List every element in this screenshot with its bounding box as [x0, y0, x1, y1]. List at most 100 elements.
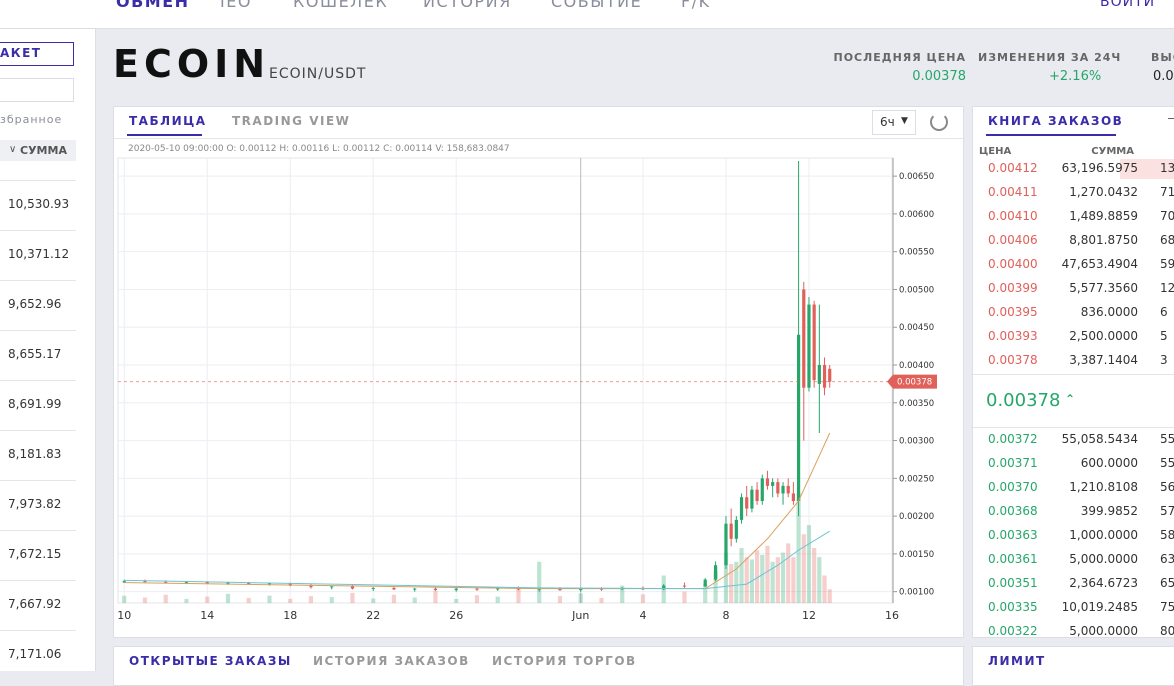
- moving-average: [124, 530, 830, 590]
- order-amount[interactable]: 5,000.0000: [1069, 624, 1138, 638]
- stat-value: +2.16%: [1049, 69, 1102, 84]
- order-amount[interactable]: 2,500.0000: [1069, 329, 1138, 343]
- market-tab[interactable]: [0, 42, 74, 66]
- order-price[interactable]: 0.00361: [988, 552, 1038, 566]
- market-value[interactable]: 8,655.17: [8, 347, 62, 361]
- market-tab-label[interactable]: АКЕТ: [0, 46, 42, 60]
- order-book-title[interactable]: КНИГА ЗАКАЗОВ: [988, 114, 1124, 128]
- order-total[interactable]: 56: [1160, 480, 1174, 494]
- order-total[interactable]: 70: [1160, 209, 1174, 223]
- order-total[interactable]: 6: [1160, 305, 1168, 319]
- limit-tab[interactable]: ЛИМИТ: [988, 654, 1046, 668]
- candle-body: [226, 582, 230, 584]
- order-amount[interactable]: 1,489.8859: [1069, 209, 1138, 223]
- order-amount[interactable]: 5,577.3560: [1069, 281, 1138, 295]
- order-price[interactable]: 0.00372: [988, 432, 1038, 446]
- tab-underline: [986, 134, 1116, 136]
- order-amount[interactable]: 63,196.5975: [1061, 161, 1138, 175]
- interval-label[interactable]: 6ч: [880, 115, 895, 129]
- collapse-icon[interactable]: [1168, 118, 1174, 119]
- column-header-label[interactable]: СУММА: [20, 144, 67, 157]
- order-total[interactable]: 63: [1160, 552, 1174, 566]
- order-amount[interactable]: 2,364.6723: [1069, 576, 1138, 590]
- order-amount[interactable]: 1,210.8108: [1069, 480, 1138, 494]
- bottom-tab[interactable]: ИСТОРИЯ ТОРГОВ: [492, 654, 637, 668]
- candle-body: [682, 585, 687, 587]
- order-total[interactable]: 58: [1160, 528, 1174, 542]
- order-amount[interactable]: 47,653.4904: [1061, 257, 1138, 271]
- order-total[interactable]: 134: [1160, 161, 1174, 175]
- volume-bar: [329, 597, 334, 603]
- market-value[interactable]: 8,181.83: [8, 447, 62, 461]
- order-amount[interactable]: 1,270.0432: [1069, 185, 1138, 199]
- order-amount[interactable]: 399.9852: [1080, 504, 1138, 518]
- order-total[interactable]: 55: [1160, 432, 1174, 446]
- order-price[interactable]: 0.00378: [988, 353, 1038, 367]
- market-value[interactable]: 10,530.93: [8, 197, 70, 211]
- volume-bar: [817, 557, 822, 603]
- x-tick-label: 4: [639, 609, 646, 622]
- tab-active[interactable]: ТАБЛИЦА: [129, 114, 207, 128]
- tab[interactable]: TRADING VIEW: [232, 114, 351, 128]
- refresh-icon[interactable]: [930, 113, 948, 131]
- market-value[interactable]: 7,667.92: [8, 597, 62, 611]
- candle-body: [475, 588, 479, 590]
- nav-item[interactable]: ОБМЕН: [116, 0, 190, 11]
- order-price[interactable]: 0.00406: [988, 233, 1038, 247]
- order-amount[interactable]: 836.0000: [1080, 305, 1138, 319]
- market-value[interactable]: 9,652.96: [8, 297, 62, 311]
- order-total[interactable]: 12: [1160, 281, 1174, 295]
- order-price[interactable]: 0.00322: [988, 624, 1038, 638]
- order-price[interactable]: 0.00351: [988, 576, 1038, 590]
- sort-icon[interactable]: ∨: [9, 144, 17, 155]
- favorites-label[interactable]: збранное: [0, 113, 63, 126]
- order-total[interactable]: 57: [1160, 504, 1174, 518]
- market-value[interactable]: 7,672.15: [8, 547, 62, 561]
- nav-item[interactable]: СОБЫТИЕ: [551, 0, 643, 11]
- nav-item[interactable]: КОШЕЛЕК: [293, 0, 389, 11]
- order-price[interactable]: 0.00400: [988, 257, 1038, 271]
- order-amount[interactable]: 8,801.8750: [1069, 233, 1138, 247]
- order-price[interactable]: 0.00393: [988, 329, 1038, 343]
- interval-select[interactable]: [872, 110, 916, 135]
- order-total[interactable]: 80: [1160, 624, 1174, 638]
- market-value[interactable]: 10,371.12: [8, 247, 70, 261]
- order-price[interactable]: 0.00363: [988, 528, 1038, 542]
- nav-item[interactable]: F/K: [681, 0, 711, 11]
- order-price[interactable]: 0.00412: [988, 161, 1038, 175]
- login-button[interactable]: ВОЙТИ: [1100, 0, 1156, 10]
- order-total[interactable]: 55: [1160, 456, 1174, 470]
- order-price[interactable]: 0.00411: [988, 185, 1038, 199]
- order-price[interactable]: 0.00395: [988, 305, 1038, 319]
- order-total[interactable]: 68: [1160, 233, 1174, 247]
- order-amount[interactable]: 1,000.0000: [1069, 528, 1138, 542]
- order-total[interactable]: 71: [1160, 185, 1174, 199]
- market-value[interactable]: 7,973.82: [8, 497, 62, 511]
- market-value[interactable]: 7,171.06: [8, 647, 62, 661]
- order-price[interactable]: 0.00368: [988, 504, 1038, 518]
- market-value[interactable]: 8,691.99: [8, 397, 62, 411]
- bottom-tab[interactable]: ОТКРЫТЫЕ ЗАКАЗЫ: [129, 654, 292, 668]
- order-amount[interactable]: 3,387.1404: [1069, 353, 1138, 367]
- order-amount[interactable]: 600.0000: [1080, 456, 1138, 470]
- nav-item[interactable]: IEO: [220, 0, 252, 11]
- order-price[interactable]: 0.00370: [988, 480, 1038, 494]
- order-price[interactable]: 0.00399: [988, 281, 1038, 295]
- order-price[interactable]: 0.00371: [988, 456, 1038, 470]
- search-box[interactable]: [0, 78, 74, 102]
- order-total[interactable]: 59: [1160, 257, 1174, 271]
- order-total[interactable]: 5: [1160, 329, 1168, 343]
- volume-bar: [205, 596, 210, 603]
- order-book-panel: [972, 106, 1174, 638]
- order-amount[interactable]: 5,000.0000: [1069, 552, 1138, 566]
- order-amount[interactable]: 10,019.2485: [1061, 600, 1138, 614]
- volume-bar: [770, 561, 775, 603]
- order-price[interactable]: 0.00410: [988, 209, 1038, 223]
- order-total[interactable]: 3: [1160, 353, 1168, 367]
- bottom-tab[interactable]: ИСТОРИЯ ЗАКАЗОВ: [313, 654, 470, 668]
- order-total[interactable]: 65: [1160, 576, 1174, 590]
- order-amount[interactable]: 55,058.5434: [1061, 432, 1138, 446]
- order-price[interactable]: 0.00335: [988, 600, 1038, 614]
- order-total[interactable]: 75: [1160, 600, 1174, 614]
- nav-item[interactable]: ИСТОРИЯ: [423, 0, 512, 11]
